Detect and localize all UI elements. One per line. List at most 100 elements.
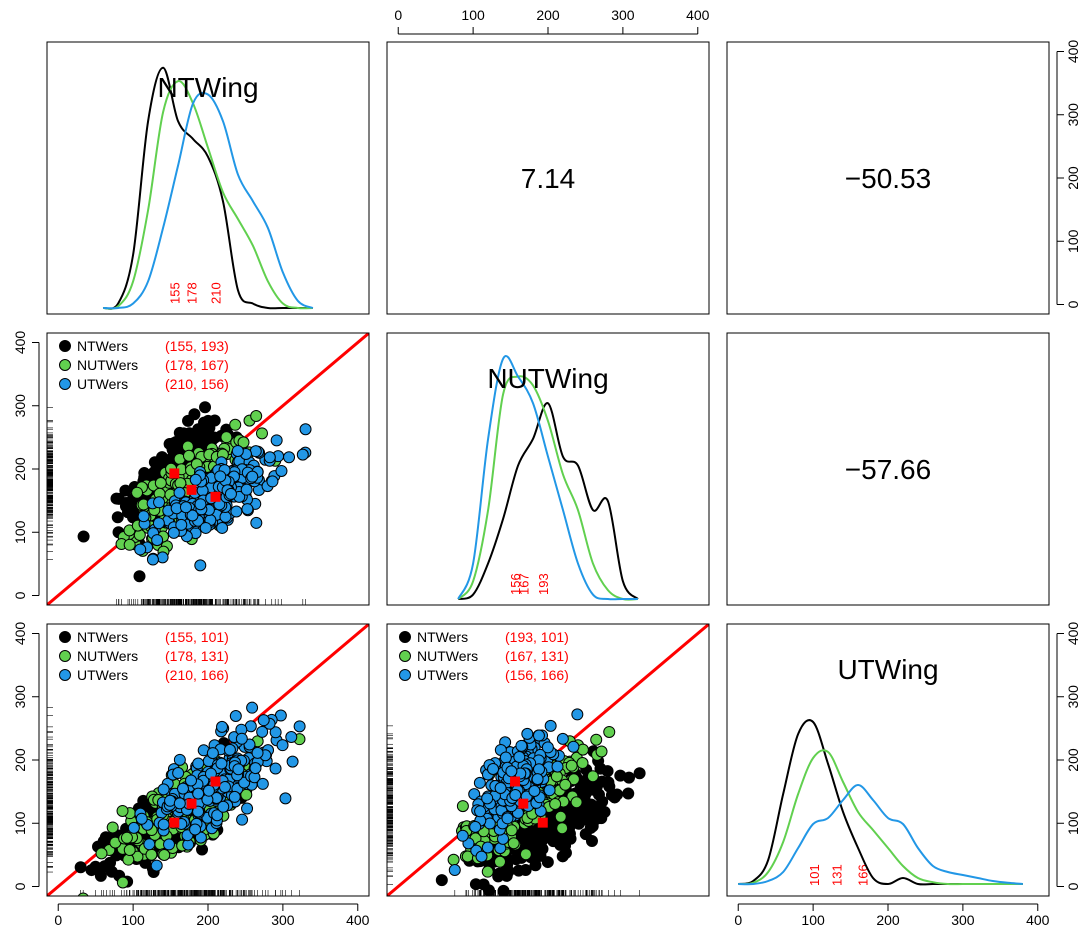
scatter-point — [435, 874, 448, 887]
scatter-point — [251, 746, 264, 759]
scatter-point — [257, 714, 270, 727]
scatter-point — [241, 802, 254, 815]
scatter-point — [497, 884, 510, 896]
scatter-point — [285, 731, 298, 744]
scatter-point — [283, 451, 296, 464]
value-text: −57.66 — [845, 454, 931, 485]
scatter-point — [623, 771, 636, 784]
scatter-point — [206, 747, 219, 760]
scatter-point — [236, 813, 249, 826]
scatter-point — [576, 757, 589, 770]
legend-key-ntwers — [59, 631, 71, 643]
scatter-point — [192, 757, 205, 770]
scatter-point — [77, 892, 89, 896]
scatter-point — [448, 864, 461, 877]
scatter-point — [147, 466, 160, 479]
scatter-point — [167, 437, 180, 450]
scatter-point — [111, 511, 124, 524]
scatter-point — [189, 823, 202, 836]
scatter-point — [173, 753, 186, 766]
scatter-point — [532, 729, 545, 742]
scatter-point — [203, 421, 216, 434]
points-utwers — [127, 701, 306, 872]
scatter-point — [519, 848, 532, 861]
scatter-point — [570, 796, 583, 809]
x-tick-label: 200 — [536, 7, 560, 23]
legend-label: UTWers — [77, 667, 128, 683]
scatter-point — [164, 794, 177, 807]
scatter-point — [551, 760, 564, 773]
scatter-point — [559, 846, 572, 859]
rug-bottom — [80, 890, 300, 896]
scatter-point — [474, 805, 487, 818]
scatter-point — [228, 790, 241, 803]
scatter-point — [487, 762, 500, 775]
scatter-point — [505, 824, 518, 837]
density-line-ntwers — [738, 719, 1023, 886]
scatter-point — [182, 449, 195, 462]
scatter-point — [230, 505, 243, 518]
scatter-point — [270, 434, 283, 447]
scatter-point — [199, 521, 212, 534]
mean-label: 131 — [829, 864, 844, 886]
scatter-point — [481, 865, 494, 878]
mean-marker — [210, 776, 221, 787]
scatter-point — [515, 739, 528, 752]
y-tick-label: 100 — [12, 520, 28, 544]
scatter-point — [590, 733, 603, 746]
scatter-point — [152, 517, 165, 530]
scatter-point — [235, 732, 248, 745]
panel-frame — [726, 332, 1050, 606]
scatter-point — [85, 864, 98, 877]
scatter-point — [241, 503, 254, 516]
scatter-point — [590, 781, 603, 794]
scatter-point — [293, 720, 306, 733]
scatter-point — [133, 570, 146, 583]
scatter-point — [494, 781, 507, 794]
scatter-point — [499, 751, 512, 764]
scatter-point — [127, 821, 140, 834]
scatter-point — [176, 782, 189, 795]
scatter-point — [531, 773, 544, 786]
scatter-point — [501, 812, 514, 825]
density-line-utwers — [738, 783, 1023, 886]
points-utwers — [448, 708, 584, 877]
x-tick-label: 300 — [951, 912, 975, 928]
scatter-point — [296, 448, 309, 461]
y-tick-label: 300 — [1065, 685, 1081, 709]
scatter-point — [153, 496, 166, 509]
scatter-point — [477, 878, 490, 891]
scatter-point — [137, 510, 150, 523]
y-tick-label: 100 — [1065, 811, 1081, 835]
mean-label: 101 — [807, 864, 822, 886]
scatter-point — [249, 762, 262, 775]
legend-label: NTWers — [77, 629, 128, 645]
legend-label: NUTWers — [77, 648, 138, 664]
scatter-point — [584, 821, 597, 834]
mean-marker — [169, 817, 180, 828]
scatter-point — [151, 534, 164, 547]
legend-key-ntwers — [59, 340, 71, 352]
scatter-point — [565, 759, 578, 772]
mean-marker — [169, 468, 180, 479]
x-tick-label: 100 — [121, 912, 145, 928]
scatter-point — [549, 798, 562, 811]
y-tick-label: 100 — [1065, 229, 1081, 253]
x-tick-label: 0 — [394, 7, 402, 23]
scatter-point — [559, 778, 572, 791]
mean-label: 166 — [856, 864, 871, 886]
legend-mean: (156, 166) — [505, 667, 569, 683]
scatter-point — [275, 464, 288, 477]
scatter-point — [237, 436, 250, 449]
legend-label: NUTWers — [77, 357, 138, 373]
scatter-point — [134, 543, 147, 556]
density-line-utwers — [103, 91, 314, 310]
scatter-point — [123, 844, 136, 857]
scatter-point — [146, 553, 159, 566]
scatter-point — [473, 776, 486, 789]
panel-frame — [726, 41, 1050, 315]
legend-key-nutwers — [399, 650, 411, 662]
rug-left — [47, 407, 53, 560]
